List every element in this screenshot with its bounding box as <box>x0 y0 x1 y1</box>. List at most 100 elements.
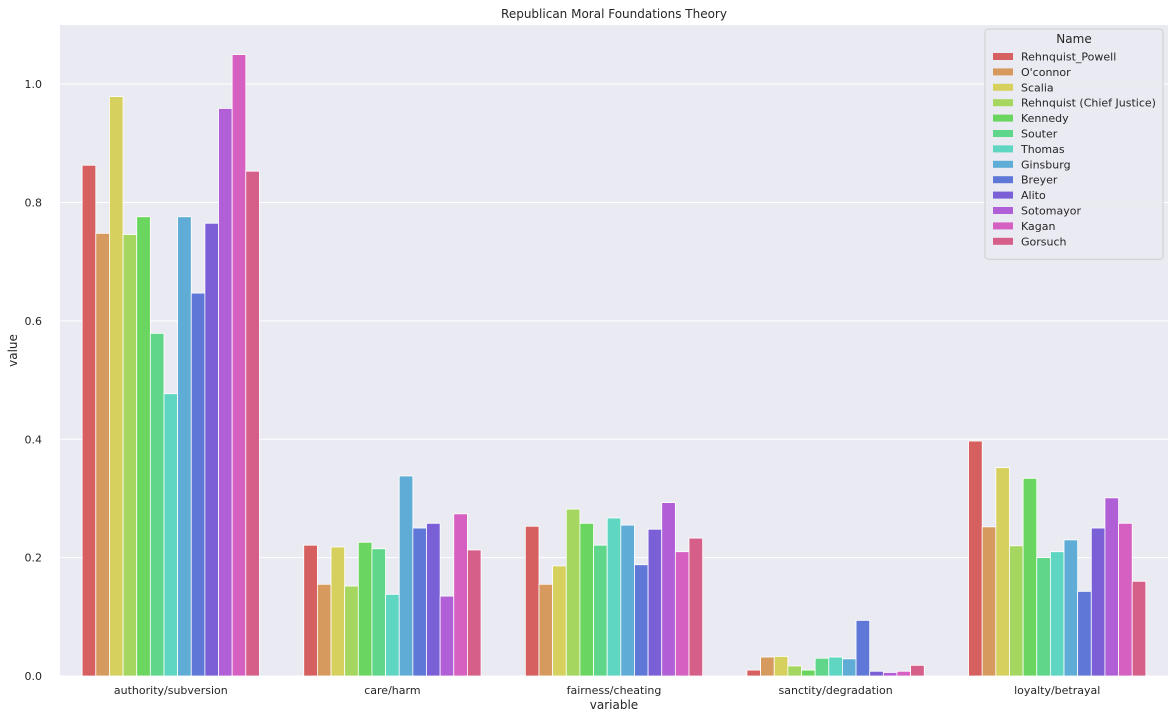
bar <box>1009 545 1024 677</box>
bar <box>177 216 192 677</box>
bar <box>674 551 690 677</box>
bar <box>869 670 884 677</box>
legend-swatch <box>993 99 1013 107</box>
legend-label: Ginsburg <box>1021 158 1071 171</box>
x-axis-label: variable <box>590 698 638 712</box>
bar <box>1118 522 1133 677</box>
bar <box>882 672 898 677</box>
bar <box>814 657 830 677</box>
x-tick-label: sanctity/degradation <box>779 684 893 697</box>
bar <box>149 332 165 677</box>
bar <box>316 583 332 677</box>
bar <box>620 524 635 677</box>
bar <box>1090 527 1106 677</box>
y-axis-ticks: 0.0 0.2 0.4 0.6 0.8 1.0 <box>25 78 43 683</box>
bar <box>896 670 912 677</box>
bar <box>773 656 789 677</box>
legend-label: Gorsuch <box>1021 235 1067 248</box>
legend-label: Rehnquist_Powell <box>1021 51 1116 64</box>
bar <box>1036 557 1051 677</box>
bar <box>842 658 857 677</box>
bar <box>439 595 455 677</box>
bar <box>426 522 441 677</box>
legend-swatch <box>993 222 1013 230</box>
bar <box>190 292 206 677</box>
y-tick-label: 0.2 <box>25 552 43 565</box>
bar <box>1063 539 1079 677</box>
bar <box>855 619 871 677</box>
legend-label: Kagan <box>1021 220 1055 233</box>
bar <box>647 528 663 677</box>
bar <box>995 467 1010 677</box>
bar <box>81 164 97 677</box>
legend: Name Rehnquist_PowellO'connorScaliaRehnq… <box>984 28 1164 260</box>
bar <box>385 593 400 677</box>
bar <box>1022 477 1038 677</box>
legend-swatch <box>993 191 1013 199</box>
bar <box>634 564 649 677</box>
bar <box>245 170 260 677</box>
bar <box>398 475 414 677</box>
y-axis-label: value <box>6 334 20 367</box>
bar <box>95 232 110 677</box>
bar <box>453 513 468 677</box>
legend-swatch <box>993 176 1013 184</box>
bar <box>579 522 594 677</box>
legend-label: Souter <box>1021 128 1058 141</box>
x-tick-label: loyalty/betrayal <box>1014 684 1100 697</box>
bar <box>910 664 925 677</box>
bar <box>968 440 983 677</box>
bar <box>593 544 608 677</box>
bar <box>787 665 802 677</box>
bar <box>467 549 482 677</box>
bar <box>760 656 775 677</box>
bar <box>524 525 540 677</box>
legend-swatch <box>993 145 1013 153</box>
legend-items: Rehnquist_Powell O'connor Scalia Rehnquist … <box>993 51 1156 248</box>
y-tick-label: 0.6 <box>25 315 43 328</box>
bars <box>81 54 1147 677</box>
bar <box>218 108 233 677</box>
bar <box>828 656 843 677</box>
bar <box>412 527 427 677</box>
legend-label: O'connor <box>1021 66 1071 79</box>
x-tick-label: care/harm <box>364 684 420 697</box>
bar <box>303 544 318 677</box>
bar <box>163 393 179 677</box>
legend-swatch <box>993 83 1013 91</box>
bar <box>109 96 124 677</box>
x-axis-ticks: authority/subversion care/harm fairness/ch… <box>114 684 1100 697</box>
legend-label: Sotomayor <box>1021 205 1081 218</box>
y-tick-label: 0.4 <box>25 433 43 446</box>
bar <box>231 54 247 677</box>
legend-swatch <box>993 207 1013 214</box>
legend-label: Rehnquist (Chief Justice) <box>1021 97 1156 110</box>
legend-label: Breyer <box>1021 174 1058 187</box>
legend-swatch <box>993 160 1013 168</box>
legend-box <box>984 28 1164 260</box>
legend-title: Name <box>1056 32 1091 46</box>
bar <box>1131 580 1147 677</box>
bar <box>688 537 704 677</box>
bar <box>746 669 761 677</box>
legend-label: Kennedy <box>1021 112 1069 125</box>
legend-label: Alito <box>1021 189 1046 202</box>
bar <box>801 669 816 677</box>
bar <box>371 548 386 677</box>
bar <box>204 222 219 677</box>
legend-swatch <box>993 237 1013 245</box>
bar <box>122 234 138 677</box>
y-tick-label: 0.8 <box>25 197 43 210</box>
bar <box>344 585 359 677</box>
bar <box>538 583 554 677</box>
legend-label: Scalia <box>1021 81 1054 94</box>
legend-swatch <box>993 114 1013 122</box>
bar <box>330 546 346 677</box>
legend-label: Thomas <box>1020 143 1065 156</box>
y-tick-label: 1.0 <box>25 78 43 91</box>
bar <box>1104 497 1119 677</box>
legend-swatch <box>993 130 1013 137</box>
chart-title: Republican Moral Foundations Theory <box>501 7 727 21</box>
bar <box>981 526 997 677</box>
